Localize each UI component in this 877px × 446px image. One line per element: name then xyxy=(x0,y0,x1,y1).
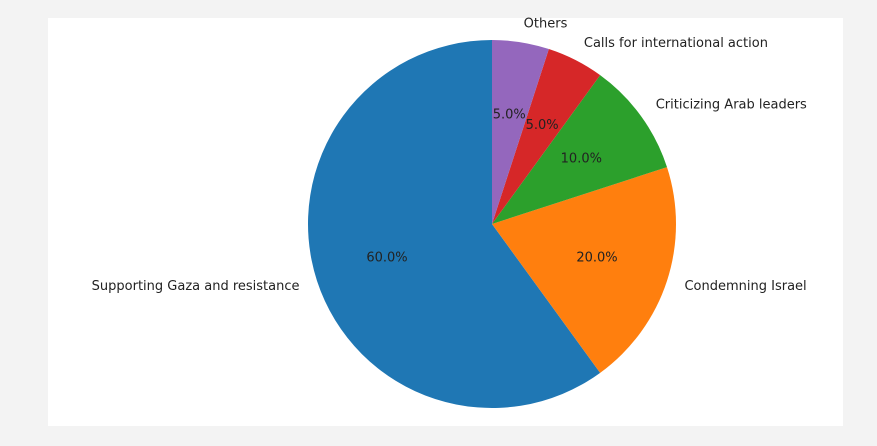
pie-slices xyxy=(308,40,676,408)
pct-label-criticizing-arab-leaders: 10.0% xyxy=(561,152,602,167)
pie-slice-calls-for-international-action xyxy=(492,49,601,224)
pct-label-calls-for-international-action: 5.0% xyxy=(526,118,559,133)
category-label-criticizing-arab-leaders: Criticizing Arab leaders xyxy=(656,98,807,113)
pct-label-condemning-israel: 20.0% xyxy=(576,251,617,266)
category-label-supporting-gaza-and-resistance: Supporting Gaza and resistance xyxy=(92,279,300,294)
pie-slice-condemning-israel xyxy=(492,167,676,373)
category-label-condemning-israel: Condemning Israel xyxy=(684,279,806,294)
category-labels: Supporting Gaza and resistance Condemning… xyxy=(92,17,807,294)
category-label-others: Others xyxy=(524,17,568,32)
pct-label-supporting-gaza-and-resistance: 60.0% xyxy=(366,251,407,266)
pie-slice-supporting-gaza-and-resistance xyxy=(308,40,601,408)
pie-slice-criticizing-arab-leaders xyxy=(492,75,667,225)
percentage-labels: 60.0% 20.0% 10.0% 5.0%5.0% xyxy=(366,107,617,265)
pie-slice-others xyxy=(492,40,549,224)
category-label-calls-for-international-action: Calls for international action xyxy=(584,36,768,51)
pct-label-others: 5.0% xyxy=(493,107,526,122)
